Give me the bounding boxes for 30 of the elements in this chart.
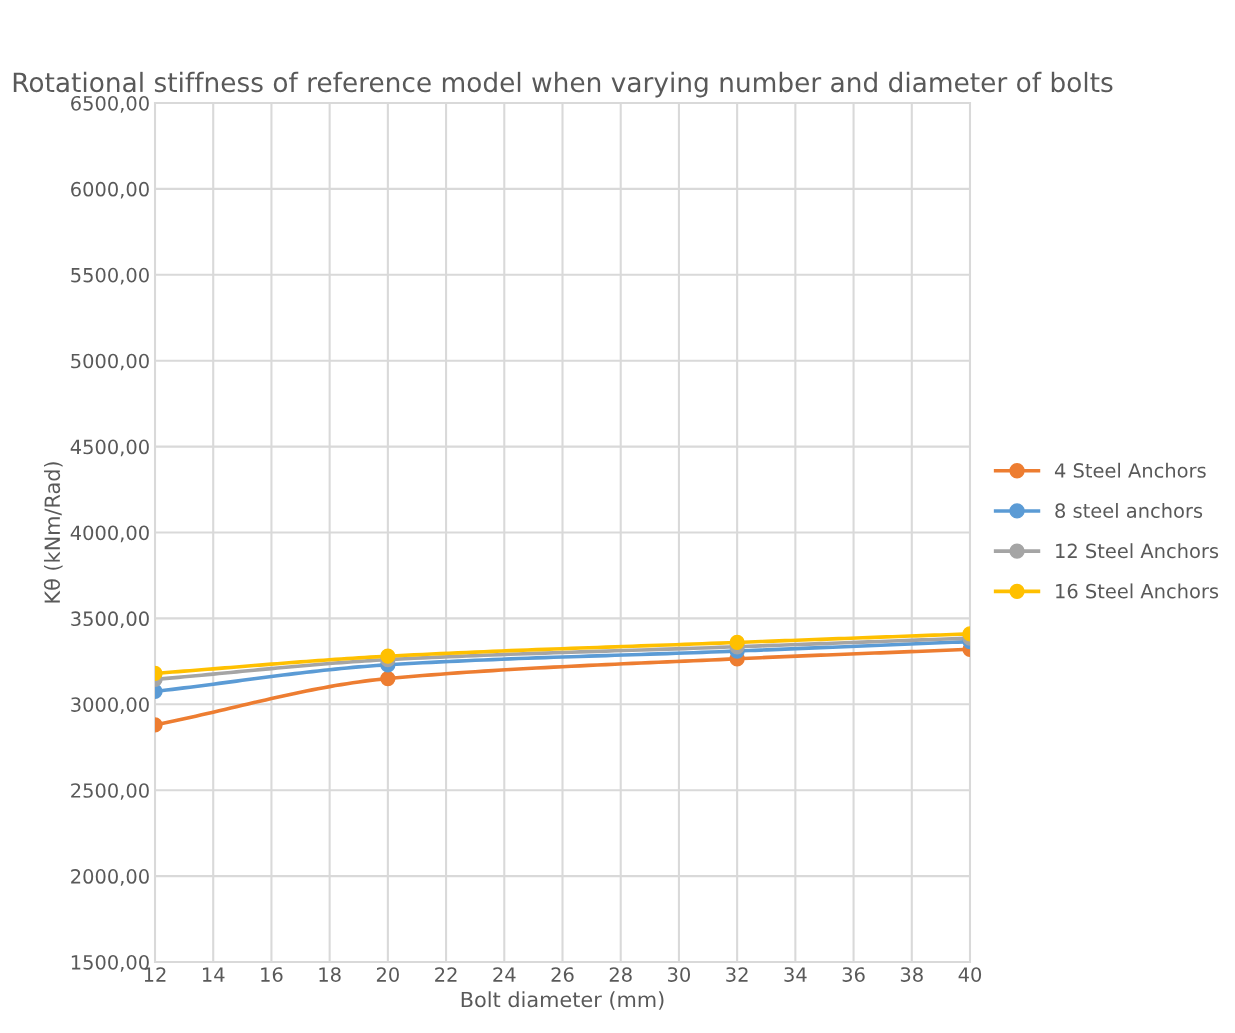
x-tick-label: 22 bbox=[435, 967, 457, 982]
y-tick-label: 3500,00 bbox=[71, 611, 149, 629]
y-tick-label: 6000,00 bbox=[71, 181, 149, 199]
legend-label: 8 steel anchors bbox=[1055, 502, 1203, 519]
y-tick-label: 5500,00 bbox=[71, 267, 149, 285]
legend-label: 4 Steel Anchors bbox=[1054, 462, 1206, 478]
y-tick-label: 5000,00 bbox=[71, 353, 149, 371]
x-axis-title: Bolt diameter (mm) bbox=[461, 991, 664, 1010]
y-tick-label: 4500,00 bbox=[70, 439, 149, 457]
x-tick-label: 24 bbox=[493, 967, 516, 982]
x-tick-label: 14 bbox=[202, 967, 225, 982]
x-tick-label: 26 bbox=[551, 967, 574, 982]
y-tick-label: 2000,00 bbox=[71, 869, 149, 886]
legend-label: 12 Steel Anchors bbox=[1056, 543, 1219, 559]
y-tick-label: 4000,00 bbox=[70, 525, 149, 543]
x-tick-label: 18 bbox=[319, 967, 341, 982]
y-axis-title: Kθ (kNm/Rad) bbox=[43, 462, 63, 603]
x-tick-label: 16 bbox=[261, 967, 283, 982]
y-tick-label: 6500,00 bbox=[71, 95, 149, 113]
y-tick-label: 3000,00 bbox=[71, 697, 149, 714]
x-tick-label: 38 bbox=[900, 967, 923, 982]
y-tick-label: 2500,00 bbox=[71, 783, 149, 800]
x-tick-label: 20 bbox=[376, 967, 399, 982]
x-tick-label: 28 bbox=[609, 967, 632, 982]
legend-label: 16 Steel Anchors bbox=[1056, 583, 1219, 599]
x-tick-label: 40 bbox=[958, 967, 982, 982]
x-tick-label: 36 bbox=[842, 967, 865, 982]
x-tick-label: 30 bbox=[668, 967, 691, 982]
x-tick-label: 32 bbox=[726, 967, 748, 982]
x-tick-label: 34 bbox=[784, 967, 807, 982]
